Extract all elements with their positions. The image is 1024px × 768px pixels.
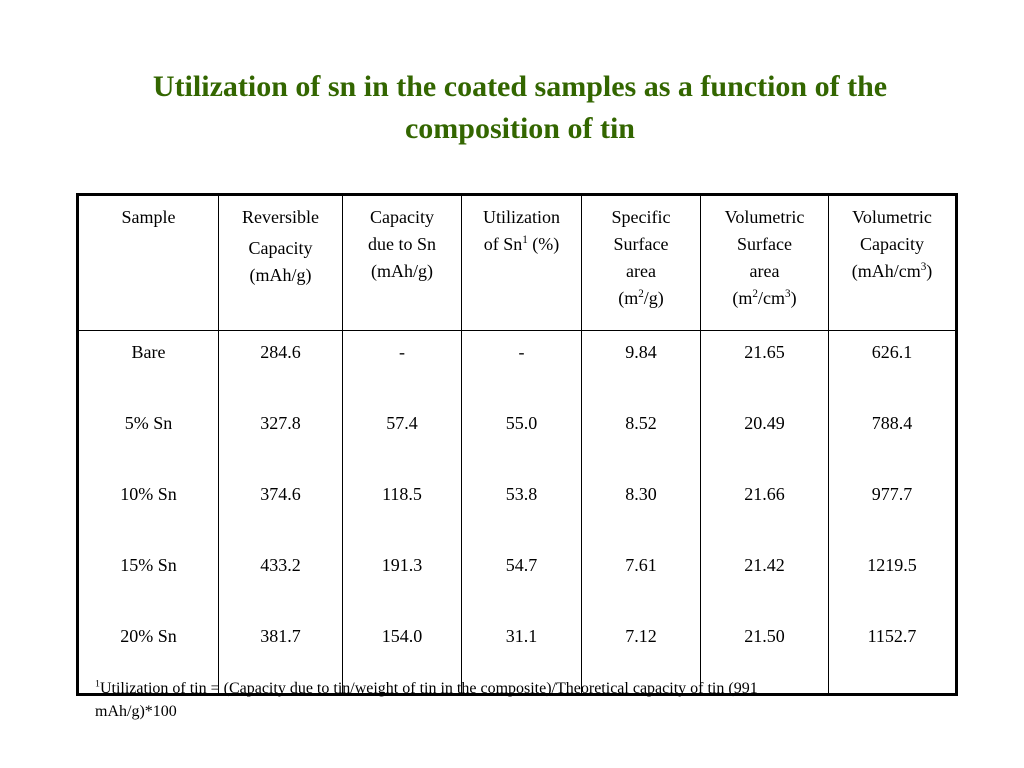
unit-superscript: 3 [920,261,927,273]
cell-volumetric-surface-area: 21.65 [700,330,829,404]
unit-superscript: 3 [785,288,791,300]
header-label-part: /g) [643,288,664,308]
header-label-part: ) [790,288,797,308]
header-label: Capacity [860,234,924,254]
header-label: area [749,261,780,281]
header-label: (mAh/cm3) [831,258,953,285]
header-label: Reversible [242,207,319,227]
cell-utilization: 54.7 [461,546,582,617]
cell-capacity-due-to-sn: 191.3 [342,546,462,617]
header-specific-surface-area: Specific Surface area (m2/g) [581,194,701,331]
footnote-superscript: 1 [522,234,528,246]
header-capacity-due-to-sn: Capacity due to Sn (mAh/g) [342,194,462,331]
data-table: Sample Reversible Capacity (mAh/g) Capac… [76,193,958,696]
cell-specific-surface-area: 8.30 [581,475,701,546]
header-sample-label: Sample [121,207,176,227]
header-label: of Sn1 (%) [464,231,579,258]
cell-sample: Bare [77,330,219,404]
cell-reversible-capacity: 433.2 [218,546,343,617]
unit-superscript: 2 [752,288,758,300]
footnote-text: Utilization of tin = (Capacity due to ti… [95,680,758,720]
header-label: Volumetric [852,207,932,227]
header-label-part: ) [926,261,933,281]
header-label: Surface [613,234,669,254]
header-label: Surface [737,234,792,254]
header-label-part: (%) [532,234,560,254]
slide-title: Utilization of sn in the coated samples … [60,66,980,150]
header-label-part: of Sn [483,234,523,254]
cell-reversible-capacity: 327.8 [218,404,343,475]
header-label: area [626,261,656,281]
cell-volumetric-surface-area: 21.50 [700,617,829,695]
header-label: Capacity [248,238,313,258]
header-label: (m2/cm3) [703,285,826,312]
cell-volumetric-surface-area: 20.49 [700,404,829,475]
table-row: 10% Sn 374.6 118.5 53.8 8.30 21.66 977.7 [77,475,957,546]
header-reversible-capacity: Reversible Capacity (mAh/g) [218,194,343,331]
cell-specific-surface-area: 8.52 [581,404,701,475]
title-line-2: composition of tin [404,112,635,145]
header-label: (m2/g) [584,285,698,312]
header-volumetric-surface-area: Volumetric Surface area (m2/cm3) [700,194,829,331]
cell-capacity-due-to-sn: 118.5 [342,475,462,546]
table-row: Bare 284.6 - - 9.84 21.65 626.1 [77,330,957,404]
header-label: Volumetric [724,207,805,227]
header-label-part: (mAh/cm [851,261,921,281]
cell-sample: 20% Sn [77,617,219,695]
cell-reversible-capacity: 374.6 [218,475,343,546]
cell-capacity-due-to-sn: 154.0 [342,617,462,695]
cell-sample: 10% Sn [77,475,219,546]
cell-volumetric-capacity: 626.1 [828,330,957,404]
table-row: 20% Sn 381.7 154.0 31.1 7.12 21.50 1152.… [77,617,957,695]
cell-utilization: - [461,330,582,404]
footnote: 1Utilization of tin = (Capacity due to t… [95,677,815,723]
cell-utilization: 55.0 [461,404,582,475]
header-sample: Sample [77,194,219,331]
cell-reversible-capacity: 284.6 [218,330,343,404]
cell-utilization: 53.8 [461,475,582,546]
cell-volumetric-capacity: 1219.5 [828,546,957,617]
cell-reversible-capacity: 381.7 [218,617,343,695]
header-label-part: (m [732,288,753,308]
cell-sample: 5% Sn [77,404,219,475]
cell-volumetric-capacity: 788.4 [828,404,957,475]
header-label: due to Sn [367,234,436,254]
header-label-part: (m [618,288,639,308]
table-row: 15% Sn 433.2 191.3 54.7 7.61 21.42 1219.… [77,546,957,617]
header-label: (mAh/g) [249,265,312,285]
cell-volumetric-capacity: 1152.7 [828,617,957,695]
cell-capacity-due-to-sn: - [342,330,462,404]
data-table-container: Sample Reversible Capacity (mAh/g) Capac… [76,193,958,696]
header-utilization: Utilization of Sn1 (%) [461,194,582,331]
cell-volumetric-surface-area: 21.42 [700,546,829,617]
header-label: Specific [611,207,671,227]
unit-superscript: 2 [638,288,644,300]
header-label: (mAh/g) [371,261,433,281]
title-line-1: Utilization of sn in the coated samples … [152,70,888,103]
header-volumetric-capacity: Volumetric Capacity (mAh/cm3) [828,194,957,331]
header-label-part: /cm [758,288,785,308]
cell-volumetric-surface-area: 21.66 [700,475,829,546]
footnote-marker: 1 [95,678,100,690]
header-label: Capacity [370,207,434,227]
cell-specific-surface-area: 9.84 [581,330,701,404]
cell-sample: 15% Sn [77,546,219,617]
cell-volumetric-capacity: 977.7 [828,475,957,546]
table-header-row: Sample Reversible Capacity (mAh/g) Capac… [77,194,957,331]
header-label: Utilization [483,207,560,227]
cell-capacity-due-to-sn: 57.4 [342,404,462,475]
table-row: 5% Sn 327.8 57.4 55.0 8.52 20.49 788.4 [77,404,957,475]
cell-specific-surface-area: 7.61 [581,546,701,617]
